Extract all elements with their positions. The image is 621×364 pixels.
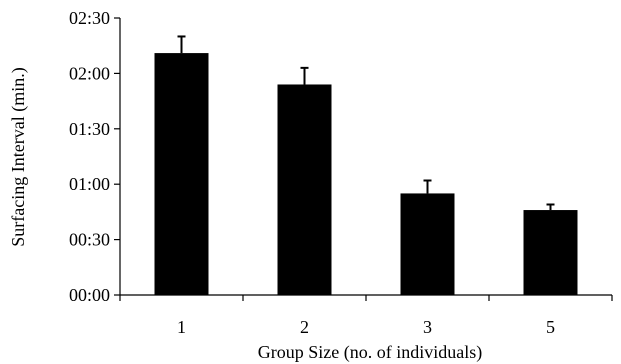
bars — [154, 53, 578, 295]
y-tick-label: 02:30 — [69, 8, 110, 28]
x-axis: 1 2 3 5 — [119, 294, 613, 337]
x-axis-title: Group Size (no. of individuals) — [258, 342, 482, 363]
bar-1 — [154, 53, 209, 295]
bar-5 — [523, 210, 578, 295]
bar-2 — [277, 84, 332, 295]
x-tick-label-2: 2 — [300, 317, 309, 337]
bar-3 — [400, 193, 455, 295]
x-tick-label-3: 3 — [423, 317, 432, 337]
y-tick-label: 00:30 — [69, 230, 110, 250]
y-axis-title: Surfacing Interval (min.) — [8, 67, 29, 246]
x-tick-label-5: 5 — [546, 317, 555, 337]
y-tick-label: 01:30 — [69, 119, 110, 139]
x-ticks: 1 2 3 5 — [119, 295, 613, 337]
y-tick-label: 01:00 — [69, 174, 110, 194]
error-bars — [177, 35, 555, 211]
y-tick-label: 00:00 — [69, 285, 110, 305]
y-axis: 00:00 00:30 01:00 01:30 02:00 02:30 — [69, 8, 121, 305]
x-tick-label-1: 1 — [177, 317, 186, 337]
y-ticks: 00:00 00:30 01:00 01:30 02:00 02:30 — [69, 8, 120, 305]
y-tick-label: 02:00 — [69, 63, 110, 83]
